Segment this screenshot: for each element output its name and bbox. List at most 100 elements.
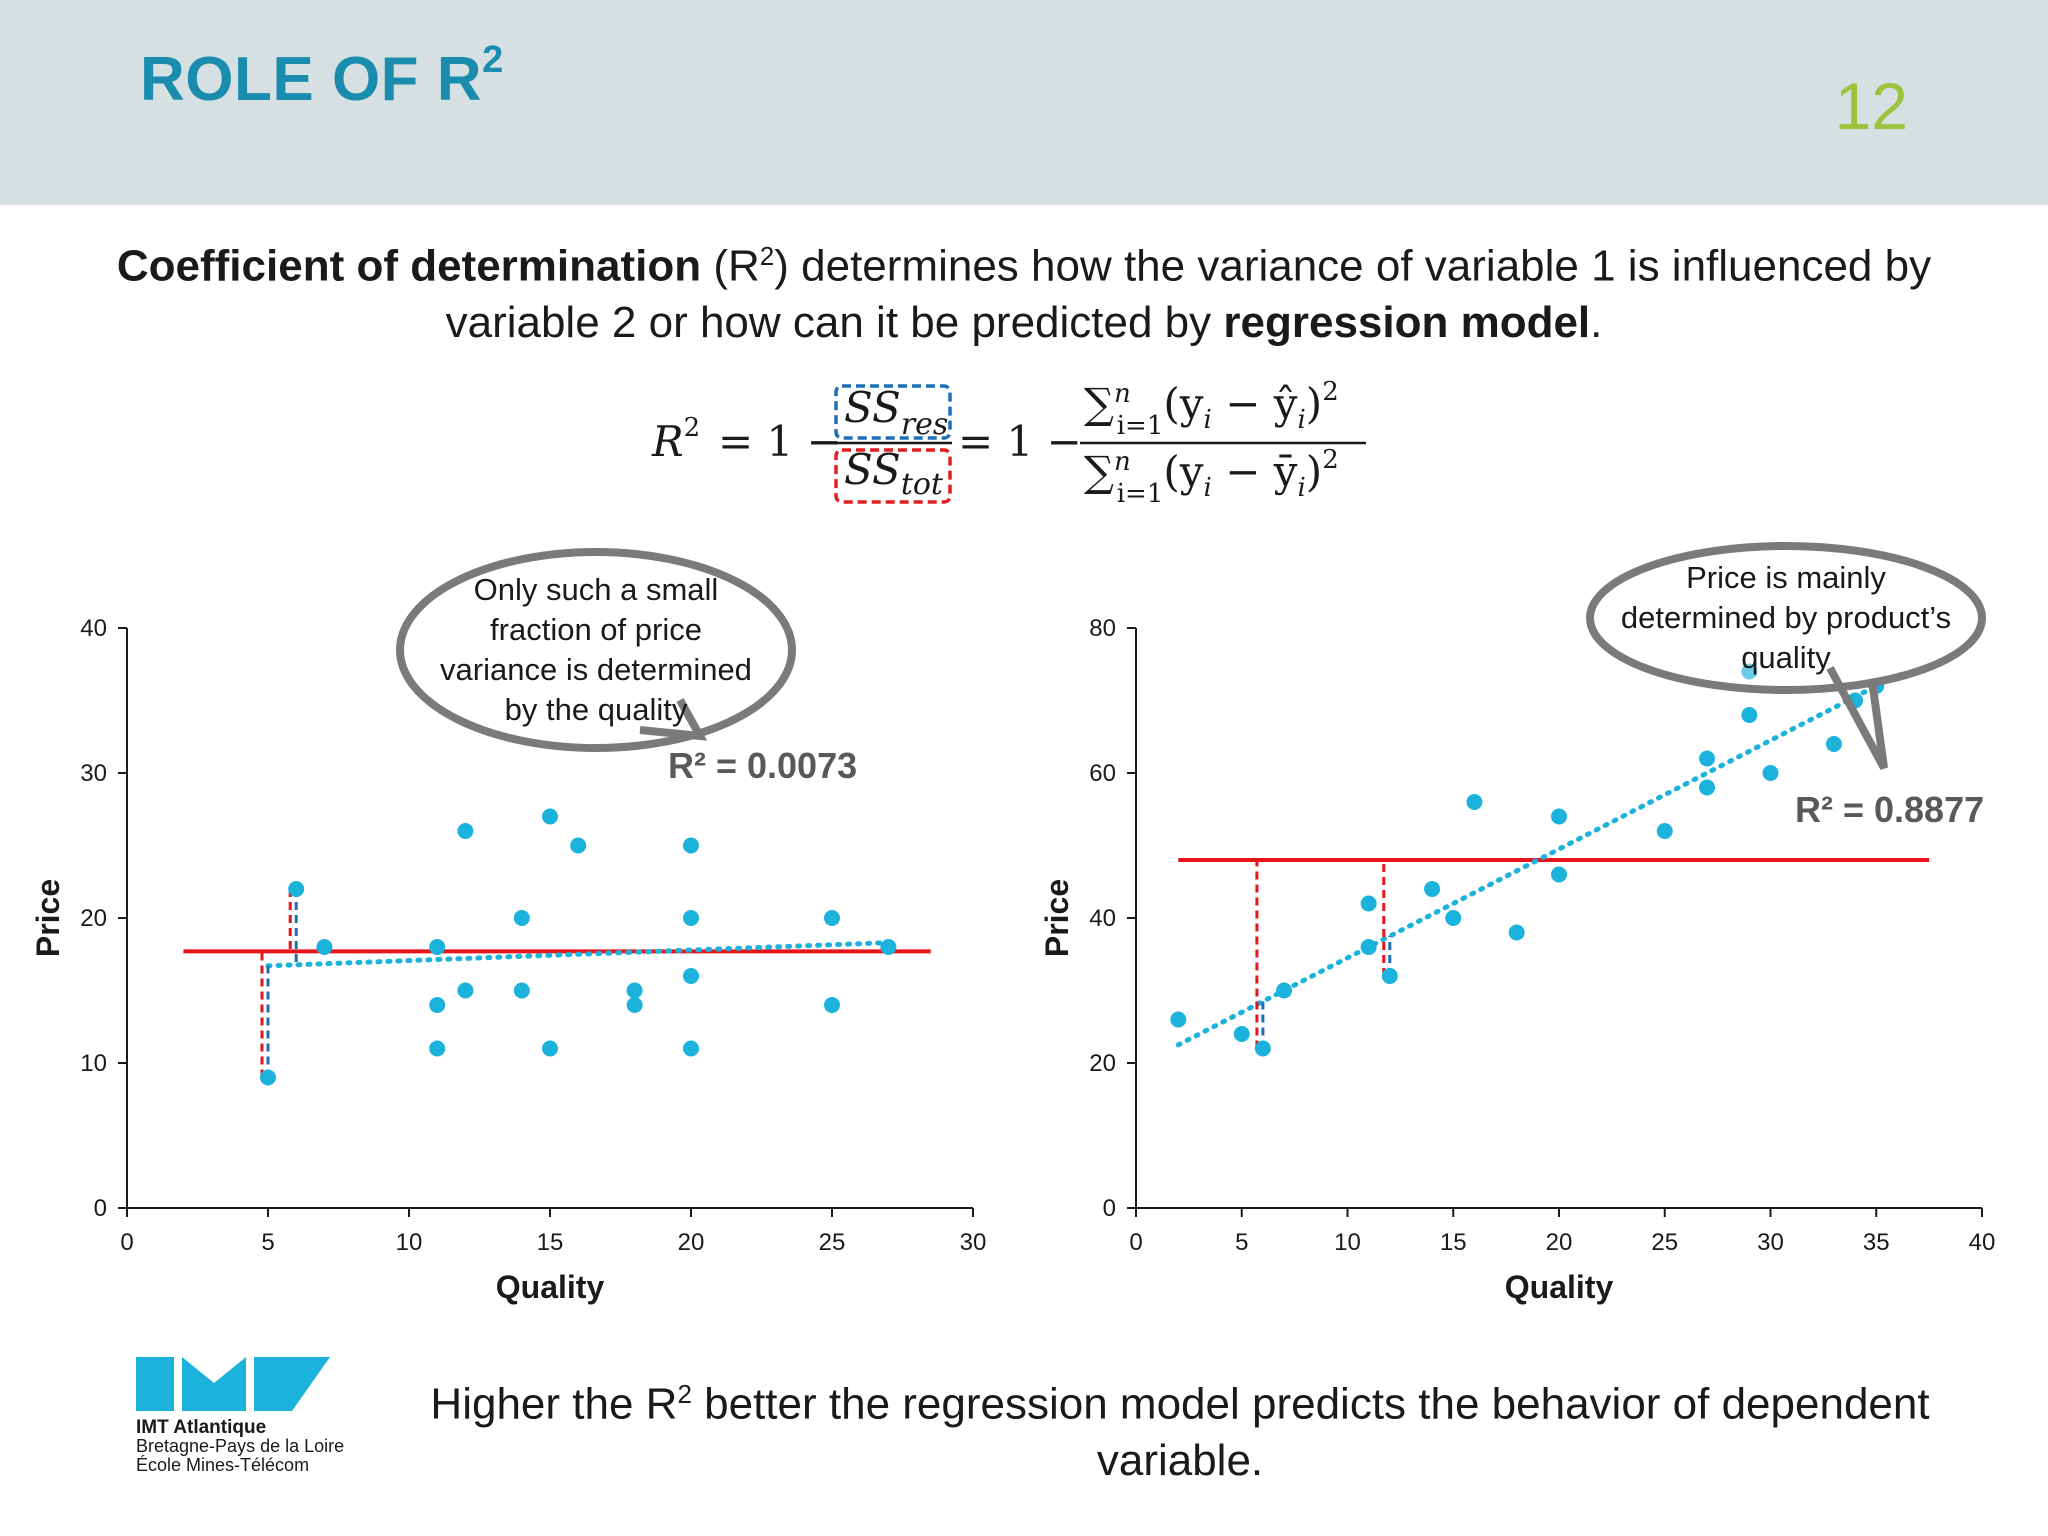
x-tick-label: 15 xyxy=(537,1229,564,1256)
callout-text-line: determined by product’s xyxy=(1621,600,1951,635)
y-tick-label: 0 xyxy=(1103,1195,1116,1222)
callout-bubble xyxy=(1586,542,1986,694)
data-point xyxy=(513,982,530,999)
intro-paragraph: Coefficient of determination (R2) determ… xyxy=(116,241,1932,347)
formula-eq1: = 1 − xyxy=(718,417,842,466)
data-point xyxy=(542,808,558,825)
callout-text-line: Only such a small xyxy=(474,572,719,607)
data-point xyxy=(457,823,474,839)
callout-text-line: variance is determined xyxy=(440,652,752,687)
data-point xyxy=(1508,924,1525,941)
data-point xyxy=(683,910,699,926)
data-point xyxy=(626,982,643,999)
x-tick-label: 15 xyxy=(1440,1229,1467,1256)
data-point xyxy=(429,1040,446,1057)
logo-text: IMT Atlantique Bretagne-Pays de la Loire… xyxy=(136,1417,345,1475)
slide-number: 12 xyxy=(1834,69,1908,143)
x-tick-label: 10 xyxy=(396,1229,423,1256)
r2-label: R² = 0.8877 xyxy=(1795,789,1984,830)
y-tick-label: 0 xyxy=(94,1195,107,1222)
formula-ssres: SSres xyxy=(844,383,948,442)
chart-left: 0 5 10 15 20 25 30 0 10 20 30 40 Quality Price R² = 0.… xyxy=(30,548,987,1305)
data-point xyxy=(457,982,474,999)
data-point xyxy=(1699,779,1716,796)
data-point xyxy=(1825,736,1842,752)
header-band: ROLE OF R2 12 xyxy=(0,0,2048,205)
y-axis-label: Price xyxy=(30,879,66,957)
data-point xyxy=(1424,881,1441,897)
data-point xyxy=(513,910,530,926)
y-tick-label: 40 xyxy=(1089,905,1116,932)
r2-label: R² = 0.0073 xyxy=(668,745,857,786)
x-tick-label: 0 xyxy=(1129,1229,1142,1256)
data-point xyxy=(1254,1040,1271,1057)
callout-text-line: fraction of price xyxy=(490,612,702,647)
callout-text-line: quality xyxy=(1741,640,1831,675)
data-point xyxy=(1466,794,1483,810)
y-tick-label: 20 xyxy=(80,905,107,932)
y-tick-label: 20 xyxy=(1089,1050,1116,1077)
callout-tail xyxy=(1826,666,1888,770)
data-point xyxy=(316,939,333,955)
callout-text-line: Price is mainly xyxy=(1686,560,1886,595)
x-tick-label: 20 xyxy=(678,1229,705,1256)
y-tick-label: 60 xyxy=(1089,760,1116,787)
data-point xyxy=(1741,707,1758,723)
r2-formula: R2 = 1 − SSres SStot = 1 − ∑n i=1(yi − ŷi… xyxy=(0,370,2048,520)
data-point xyxy=(1276,982,1293,999)
chart-right: 0 5 10 15 20 25 30 35 40 0 20 40 60 80 Quality Price R² … xyxy=(1039,542,1996,1305)
trend-line xyxy=(265,940,891,969)
data-point xyxy=(1381,968,1398,984)
x-tick-label: 0 xyxy=(120,1229,133,1256)
data-point xyxy=(824,997,840,1013)
data-point xyxy=(1233,1026,1250,1042)
data-point xyxy=(1170,1011,1187,1028)
callout-text-line: by the quality xyxy=(505,692,688,727)
imt-logo xyxy=(134,1355,334,1420)
footer-statement: Higher the R2 better the regression mode… xyxy=(430,1379,1930,1485)
data-point xyxy=(683,968,699,984)
data-point xyxy=(429,939,446,955)
y-axis-label: Price xyxy=(1039,879,1075,957)
x-tick-label: 20 xyxy=(1546,1229,1573,1256)
y-tick-label: 10 xyxy=(80,1050,107,1077)
data-point xyxy=(260,1069,276,1086)
formula-den2: ∑n i=1(yi − ȳi)2 xyxy=(1084,445,1339,509)
callout-bubble xyxy=(396,548,796,752)
slide-title: ROLE OF R2 xyxy=(140,39,504,114)
data-point xyxy=(288,881,305,897)
y-tick-label: 30 xyxy=(80,760,107,787)
data-point xyxy=(824,910,840,926)
x-tick-label: 30 xyxy=(1757,1229,1784,1256)
data-point xyxy=(683,1040,699,1057)
data-point xyxy=(570,837,587,854)
data-point xyxy=(880,939,897,955)
data-point xyxy=(1360,895,1377,912)
data-point xyxy=(1445,910,1462,926)
data-point xyxy=(1699,750,1716,767)
x-tick-label: 40 xyxy=(1969,1229,1996,1256)
data-point xyxy=(1741,663,1758,680)
data-point xyxy=(1551,866,1567,883)
x-axis-label: Quality xyxy=(496,1269,605,1305)
trend-line xyxy=(1175,683,1879,1048)
x-tick-label: 35 xyxy=(1863,1229,1890,1256)
data-point xyxy=(683,837,699,854)
x-tick-label: 25 xyxy=(1651,1229,1678,1256)
data-point xyxy=(1656,823,1673,839)
x-tick-label: 30 xyxy=(960,1229,987,1256)
ssres-box xyxy=(834,384,952,440)
x-tick-label: 25 xyxy=(819,1229,846,1256)
callout-tail xyxy=(639,698,708,741)
sstot-box xyxy=(834,448,952,504)
x-tick-label: 5 xyxy=(1235,1229,1248,1256)
formula-eq2: = 1 − xyxy=(958,417,1082,466)
data-point xyxy=(429,997,446,1013)
data-point xyxy=(1762,765,1779,781)
data-point xyxy=(626,997,643,1013)
formula-num2: ∑n i=1(yi − ŷi)2 xyxy=(1084,377,1339,441)
y-tick-label: 40 xyxy=(80,615,107,642)
x-tick-label: 5 xyxy=(261,1229,274,1256)
data-point xyxy=(1360,939,1377,955)
formula-sstot: SStot xyxy=(844,445,944,502)
